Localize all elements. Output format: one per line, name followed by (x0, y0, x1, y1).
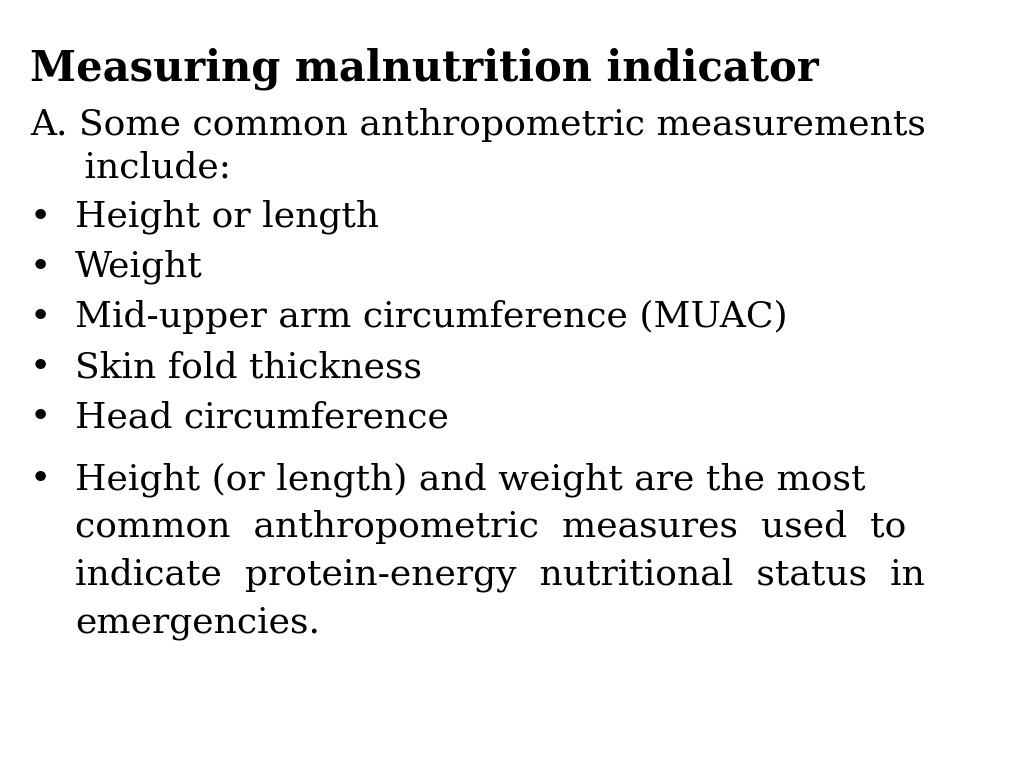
Text: emergencies.: emergencies. (75, 606, 319, 640)
Text: common  anthropometric  measures  used  to: common anthropometric measures used to (75, 510, 906, 544)
Text: •: • (30, 200, 51, 234)
Text: Height or length: Height or length (75, 200, 379, 234)
Text: •: • (30, 300, 51, 334)
Text: •: • (30, 250, 51, 284)
Text: Mid-upper arm circumference (MUAC): Mid-upper arm circumference (MUAC) (75, 300, 787, 334)
Text: Height (or length) and weight are the most: Height (or length) and weight are the mo… (75, 462, 865, 497)
Text: indicate  protein-energy  nutritional  status  in: indicate protein-energy nutritional stat… (75, 558, 925, 592)
Text: •: • (30, 350, 51, 384)
Text: Skin fold thickness: Skin fold thickness (75, 350, 422, 384)
Text: •: • (30, 462, 51, 496)
Text: include:: include: (50, 150, 231, 184)
Text: Head circumference: Head circumference (75, 400, 449, 434)
Text: Measuring malnutrition indicator: Measuring malnutrition indicator (30, 48, 819, 91)
Text: A. Some common anthropometric measurements: A. Some common anthropometric measuremen… (30, 108, 926, 142)
Text: Weight: Weight (75, 250, 203, 284)
Text: •: • (30, 400, 51, 434)
